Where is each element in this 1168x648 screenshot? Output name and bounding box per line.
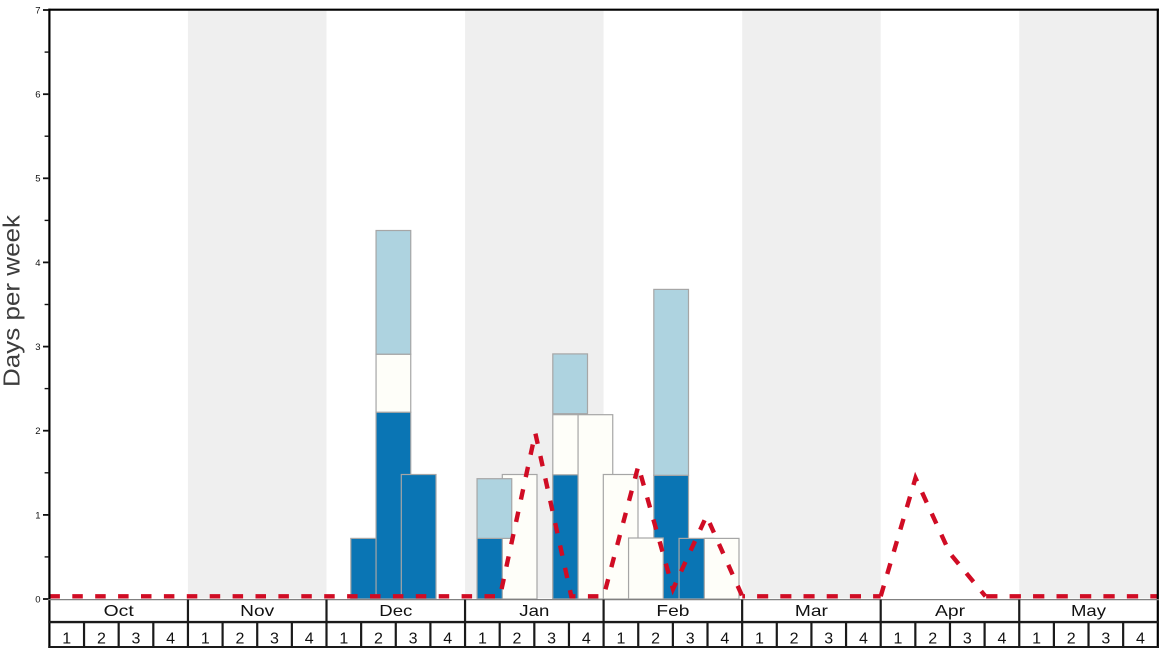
svg-text:1: 1 <box>62 630 71 647</box>
svg-text:1: 1 <box>1032 630 1041 647</box>
svg-text:2: 2 <box>513 630 522 647</box>
svg-text:2: 2 <box>97 630 106 647</box>
svg-text:3: 3 <box>35 342 40 353</box>
svg-text:2: 2 <box>790 630 799 647</box>
svg-text:1: 1 <box>201 630 210 647</box>
svg-text:1: 1 <box>894 630 903 647</box>
svg-text:4: 4 <box>859 630 868 647</box>
svg-text:3: 3 <box>963 630 972 647</box>
svg-text:4: 4 <box>582 630 591 647</box>
svg-text:5: 5 <box>35 174 40 185</box>
svg-text:Jan: Jan <box>519 603 549 620</box>
svg-text:May: May <box>1071 603 1106 620</box>
svg-text:3: 3 <box>132 630 141 647</box>
svg-text:6: 6 <box>35 90 40 101</box>
svg-text:3: 3 <box>547 630 556 647</box>
svg-text:1: 1 <box>478 630 487 647</box>
svg-text:3: 3 <box>409 630 418 647</box>
svg-text:4: 4 <box>166 630 175 647</box>
svg-text:4: 4 <box>305 630 314 647</box>
svg-text:2: 2 <box>374 630 383 647</box>
svg-text:1: 1 <box>339 630 348 647</box>
svg-text:3: 3 <box>1101 630 1110 647</box>
svg-text:4: 4 <box>997 630 1006 647</box>
svg-text:3: 3 <box>270 630 279 647</box>
svg-text:Oct: Oct <box>104 603 135 620</box>
svg-text:1: 1 <box>616 630 625 647</box>
svg-text:1: 1 <box>35 510 40 521</box>
svg-text:2: 2 <box>928 630 937 647</box>
svg-text:3: 3 <box>824 630 833 647</box>
svg-text:3: 3 <box>686 630 695 647</box>
svg-text:Feb: Feb <box>656 603 689 620</box>
svg-text:Apr: Apr <box>935 603 966 620</box>
svg-text:4: 4 <box>1136 630 1145 647</box>
svg-text:Mar: Mar <box>795 603 829 620</box>
svg-text:4: 4 <box>35 258 40 269</box>
svg-text:Dec: Dec <box>379 603 412 620</box>
svg-text:Days per week: Days per week <box>0 214 25 387</box>
svg-text:Nov: Nov <box>240 603 274 620</box>
svg-text:2: 2 <box>235 630 244 647</box>
svg-text:7: 7 <box>35 5 40 16</box>
svg-text:1: 1 <box>755 630 764 647</box>
svg-text:4: 4 <box>443 630 452 647</box>
svg-text:2: 2 <box>1067 630 1076 647</box>
svg-text:0: 0 <box>35 594 40 605</box>
svg-text:2: 2 <box>35 426 40 437</box>
svg-text:4: 4 <box>720 630 729 647</box>
svg-text:2: 2 <box>651 630 660 647</box>
